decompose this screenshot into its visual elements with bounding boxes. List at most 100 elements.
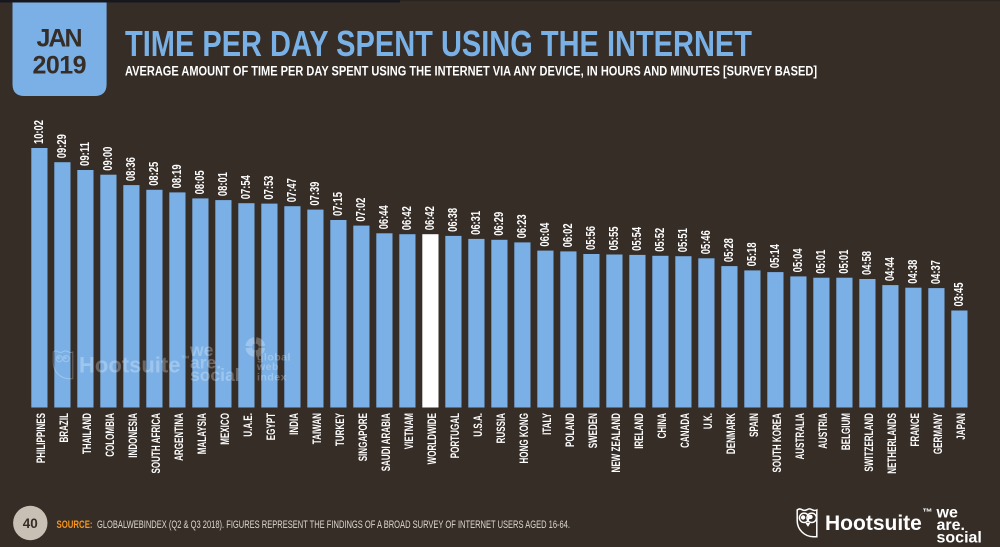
svg-text:PHILIPPINES: PHILIPPINES: [36, 413, 48, 463]
svg-text:VIETNAM: VIETNAM: [404, 413, 416, 449]
svg-text:EGYPT: EGYPT: [266, 413, 278, 440]
svg-text:08:05: 08:05: [192, 170, 207, 194]
svg-text:™: ™: [923, 508, 933, 519]
svg-text:CHINA: CHINA: [657, 413, 669, 439]
svg-text:SWEDEN: SWEDEN: [588, 413, 600, 448]
svg-text:U.A.E.: U.A.E.: [243, 413, 255, 437]
svg-text:05:52: 05:52: [652, 228, 667, 252]
svg-text:07:39: 07:39: [307, 182, 322, 206]
svg-text:NEW ZEALAND: NEW ZEALAND: [611, 413, 623, 473]
svg-text:06:44: 06:44: [376, 205, 391, 230]
svg-text:U.S.A.: U.S.A.: [473, 413, 485, 437]
svg-text:05:55: 05:55: [606, 227, 621, 251]
svg-text:SOUTH KOREA: SOUTH KOREA: [772, 413, 784, 473]
svg-text:05:56: 05:56: [583, 226, 598, 250]
svg-text:09:11: 09:11: [77, 142, 92, 166]
svg-text:INDIA: INDIA: [289, 413, 301, 435]
svg-text:05:04: 05:04: [790, 248, 805, 273]
svg-text:RUSSIA: RUSSIA: [496, 413, 508, 443]
svg-text:04:58: 04:58: [859, 251, 874, 275]
svg-text:06:42: 06:42: [422, 206, 437, 230]
svg-text:ITALY: ITALY: [542, 413, 554, 435]
svg-text:FRANCE: FRANCE: [910, 413, 922, 447]
svg-text:HONG KONG: HONG KONG: [519, 413, 531, 464]
svg-text:web: web: [256, 361, 279, 373]
svg-text:AUSTRIA: AUSTRIA: [818, 413, 830, 449]
svg-text:06:31: 06:31: [468, 211, 483, 235]
svg-text:TIME PER DAY SPENT USING THE I: TIME PER DAY SPENT USING THE INTERNET: [125, 23, 752, 64]
svg-text:JAPAN: JAPAN: [956, 413, 968, 440]
svg-text:are.: are.: [190, 353, 221, 373]
svg-text:AUSTRALIA: AUSTRALIA: [795, 413, 807, 460]
svg-text:GLOBALWEBINDEX (Q2 & Q3 2018).: GLOBALWEBINDEX (Q2 & Q3 2018). FIGURES R…: [97, 519, 570, 531]
svg-text:U.K.: U.K.: [703, 413, 715, 429]
svg-text:06:38: 06:38: [445, 208, 460, 232]
svg-text:INDONESIA: INDONESIA: [128, 413, 140, 458]
svg-text:MEXICO: MEXICO: [220, 413, 232, 445]
svg-text:SOUTH AFRICA: SOUTH AFRICA: [151, 413, 163, 474]
svg-text:06:42: 06:42: [399, 206, 414, 230]
svg-text:06:04: 06:04: [537, 222, 552, 247]
svg-text:SOURCE:: SOURCE:: [57, 519, 93, 531]
svg-text:08:19: 08:19: [169, 164, 184, 188]
svg-text:SWITZERLAND: SWITZERLAND: [864, 413, 876, 472]
svg-text:04:38: 04:38: [905, 260, 920, 284]
svg-text:we: we: [936, 505, 958, 522]
svg-text:social: social: [937, 530, 982, 547]
svg-text:04:37: 04:37: [928, 260, 943, 284]
svg-text:Hootsuite: Hootsuite: [79, 353, 180, 378]
svg-text:THAILAND: THAILAND: [82, 413, 94, 454]
svg-text:09:00: 09:00: [100, 147, 115, 171]
svg-text:05:01: 05:01: [813, 250, 828, 274]
svg-text:07:53: 07:53: [261, 176, 276, 200]
svg-text:ARGENTINA: ARGENTINA: [174, 413, 186, 461]
svg-text:GERMANY: GERMANY: [933, 413, 945, 454]
svg-text:IRELAND: IRELAND: [634, 413, 646, 449]
svg-text:TAIWAN: TAIWAN: [312, 413, 324, 444]
svg-text:2019: 2019: [33, 52, 87, 80]
svg-text:™: ™: [181, 354, 190, 364]
svg-text:SINGAPORE: SINGAPORE: [358, 413, 370, 462]
svg-text:06:02: 06:02: [560, 223, 575, 247]
svg-text:05:54: 05:54: [629, 226, 644, 251]
svg-text:global: global: [257, 352, 291, 364]
svg-text:TURKEY: TURKEY: [335, 413, 347, 446]
svg-text:DENMARK: DENMARK: [726, 413, 738, 455]
svg-text:BELGIUM: BELGIUM: [841, 413, 853, 450]
svg-text:CANADA: CANADA: [680, 413, 692, 448]
svg-text:NETHERLANDS: NETHERLANDS: [887, 413, 899, 474]
svg-text:POLAND: POLAND: [565, 413, 577, 447]
svg-text:MALAYSIA: MALAYSIA: [197, 413, 209, 454]
svg-text:we: we: [189, 340, 214, 360]
svg-text:06:29: 06:29: [491, 212, 506, 236]
svg-text:JAN: JAN: [37, 25, 83, 53]
svg-text:09:29: 09:29: [54, 134, 69, 158]
svg-text:04:44: 04:44: [882, 257, 897, 282]
svg-text:05:46: 05:46: [698, 230, 713, 254]
svg-text:05:18: 05:18: [744, 242, 759, 266]
svg-text:SAUDI ARABIA: SAUDI ARABIA: [381, 413, 393, 471]
svg-text:05:28: 05:28: [721, 238, 736, 262]
svg-text:Hootsuite: Hootsuite: [825, 512, 922, 535]
svg-text:WORLDWIDE: WORLDWIDE: [427, 413, 439, 465]
svg-text:05:01: 05:01: [836, 250, 851, 274]
svg-text:SPAIN: SPAIN: [749, 413, 761, 437]
svg-text:07:15: 07:15: [330, 192, 345, 216]
svg-text:COLOMBIA: COLOMBIA: [105, 413, 117, 457]
svg-text:08:25: 08:25: [146, 162, 161, 186]
svg-text:07:02: 07:02: [353, 198, 368, 222]
svg-text:08:01: 08:01: [215, 172, 230, 196]
svg-text:05:51: 05:51: [675, 228, 690, 252]
svg-text:PORTUGAL: PORTUGAL: [450, 413, 462, 458]
svg-text:social: social: [190, 365, 240, 385]
svg-text:08:36: 08:36: [123, 157, 138, 181]
svg-text:03:45: 03:45: [951, 283, 966, 307]
svg-text:10:02: 10:02: [31, 120, 46, 144]
svg-text:05:14: 05:14: [767, 244, 782, 269]
svg-text:AVERAGE AMOUNT OF TIME PER DAY: AVERAGE AMOUNT OF TIME PER DAY SPENT USI…: [125, 63, 817, 79]
svg-text:index: index: [257, 372, 287, 384]
svg-text:06:23: 06:23: [514, 214, 529, 238]
svg-text:07:54: 07:54: [238, 175, 253, 200]
svg-text:40: 40: [23, 516, 38, 531]
svg-text:are.: are.: [937, 517, 965, 534]
